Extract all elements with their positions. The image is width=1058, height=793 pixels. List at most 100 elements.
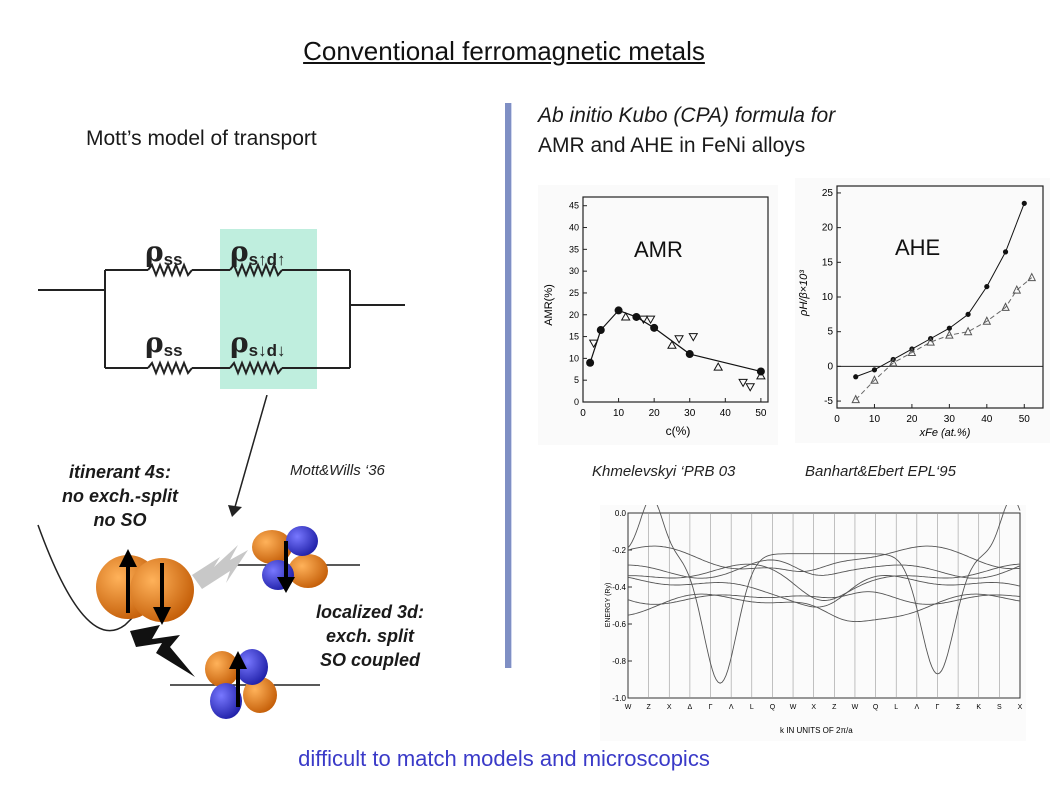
mott-wills-citation: Mott&Wills ‘36: [290, 462, 385, 479]
band-ytick-label: -0.6: [612, 620, 626, 629]
band-kpoint-label: Z: [646, 704, 651, 711]
ahe-xtick-label: 0: [834, 414, 840, 425]
ahe-plot: ρH/β×10³ xFe (at.%) 0 10 20 30 40 50-50510152…: [795, 178, 1050, 443]
ahe-ytick-label: -5: [824, 396, 833, 407]
amr-ytick-label: 20: [569, 310, 579, 320]
band-kpoint-label: Z: [832, 704, 837, 711]
3d-spin-down-arrowhead-icon: [277, 577, 295, 593]
band-kpoint-label: Γ: [709, 704, 713, 711]
band-d-like: [627, 593, 1021, 623]
ahe-point-calc: [984, 283, 990, 290]
amr-xtick-label: 40: [720, 408, 732, 419]
band-kpoint-label: Λ: [729, 704, 734, 711]
ahe-ylabel: ρH/β×10³: [798, 270, 810, 317]
amr-point-exp: [756, 370, 766, 380]
ahe-point-calc: [946, 325, 952, 331]
abinitio-line-2: AMR and AHE in FeNi alloys: [538, 134, 806, 157]
ahe-ytick-label: 25: [822, 188, 834, 199]
amr-ytick-label: 40: [569, 223, 579, 233]
spin-channel-highlight: [220, 229, 317, 389]
band-kpoint-label: S: [997, 704, 1002, 711]
amr-ytick-label: 10: [569, 353, 579, 363]
footer-message: difficult to match models and microscopi…: [298, 746, 710, 771]
band-ytick-label: -1.0: [612, 694, 626, 703]
3d-orbital-lower: [205, 649, 277, 719]
amr-xtick-label: 20: [649, 408, 661, 419]
band-d-like: [628, 563, 1021, 601]
ahe-point-calc: [1002, 249, 1009, 255]
banhart-ebert-citation: Banhart&Ebert EPL‘95: [805, 463, 956, 480]
ahe-point-exp: [851, 394, 861, 404]
amr-fit-line: [589, 309, 762, 373]
amr-point-exp: [620, 311, 631, 321]
ahe-xtick-label: 50: [1019, 414, 1031, 425]
band-kpoint-label: K: [976, 704, 981, 711]
ahe-point-exp: [870, 375, 879, 384]
electron-orbital-diagram: [37, 395, 360, 719]
band-d-like: [627, 575, 1021, 608]
amr-point-calc: [596, 326, 605, 335]
abinitio-heading: Ab initio Kubo (CPA) formula for AMR and…: [538, 101, 835, 161]
3d-spin-up-arrowhead-icon: [229, 651, 247, 669]
amr-point-calc: [685, 350, 694, 359]
amr-ytick-label: 30: [569, 266, 579, 276]
amr-point-calc: [586, 358, 595, 367]
ahe-point-calc: [1021, 200, 1027, 206]
band-d-like: [628, 559, 1021, 579]
band-kpoint-label: X: [1018, 704, 1023, 711]
pointer-line: [234, 395, 268, 508]
amr-point-exp: [667, 340, 677, 349]
amr-ytick-label: 15: [569, 332, 579, 342]
ahe-xtick-label: 20: [906, 414, 918, 425]
ahe-point-calc: [853, 374, 859, 380]
ahe-point-exp: [945, 330, 954, 339]
amr-xtick-label: 50: [755, 408, 767, 419]
band-structure-plot: ENERGY (Ry) 0.0-0.2-0.4-0.6-0.8-1.0W Z X Δ Γ…: [600, 505, 1026, 741]
amr-xtick-label: 0: [580, 408, 586, 419]
band-kpoint-label: Σ: [956, 704, 961, 711]
band-ylabel: ENERGY (Ry): [605, 583, 612, 628]
rho-ss-top: ρss: [145, 235, 183, 269]
band-kpoint-label: L: [750, 704, 754, 711]
band-ytick-label: -0.4: [612, 583, 626, 592]
amr-ylabel: AMR(%): [543, 284, 555, 326]
band-kpoint-label: Δ: [688, 704, 693, 711]
band-kpoint-label: W: [790, 704, 797, 711]
amr-ytick-label: 25: [569, 288, 579, 298]
amr-ytick-label: 35: [569, 244, 579, 254]
band-ytick-label: -0.8: [612, 657, 626, 666]
resistor-ss-top: [147, 262, 193, 278]
amr-ytick-label: 0: [574, 397, 579, 407]
khmelevskyi-citation: Khmelevskyi ‘PRB 03: [592, 463, 736, 480]
itinerant-line-3: no SO: [93, 510, 147, 530]
mott-resistor-network: [38, 229, 405, 389]
itinerant-line-2: no exch.-split: [61, 486, 178, 506]
localized-line-1: localized 3d:: [315, 602, 425, 622]
amr-point-exp: [688, 333, 699, 342]
band-kpoint-label: X: [811, 704, 816, 711]
spin-down-arrowhead-icon: [153, 607, 171, 625]
ahe-xtick-label: 30: [944, 414, 956, 425]
ahe-ytick-label: 10: [822, 292, 834, 303]
band-frame: [627, 512, 1021, 699]
band-kpoint-label: Γ: [936, 704, 940, 711]
ahe-plot-frame: [836, 185, 1044, 409]
ahe-point-exp: [907, 347, 917, 356]
band-kpoint-label: W: [852, 704, 859, 711]
ahe-ytick-label: 20: [822, 223, 834, 234]
amr-ytick-label: 45: [569, 201, 579, 211]
ahe-point-exp: [963, 326, 973, 336]
scattering-bolt-icon: [192, 545, 248, 589]
amr-xlabel: c(%): [666, 424, 691, 438]
band-kpoint-label: Λ: [914, 704, 919, 711]
amr-point-exp: [588, 339, 599, 349]
resistor-sd-down: [229, 360, 283, 376]
ahe-xtick-label: 40: [981, 414, 993, 425]
amr-point-exp: [674, 335, 684, 344]
amr-plot: AMR(%) c(%) 0 10 20 30 40 50 0 5 10 15 20 25 30 35 40 4…: [538, 185, 778, 445]
ahe-point-exp: [1012, 284, 1022, 294]
resistor-ss-bottom: [147, 360, 193, 376]
scattering-bolt-icon-dark: [130, 625, 195, 677]
ahe-point-exp: [1027, 272, 1037, 282]
amr-xtick-label: 30: [684, 408, 696, 419]
